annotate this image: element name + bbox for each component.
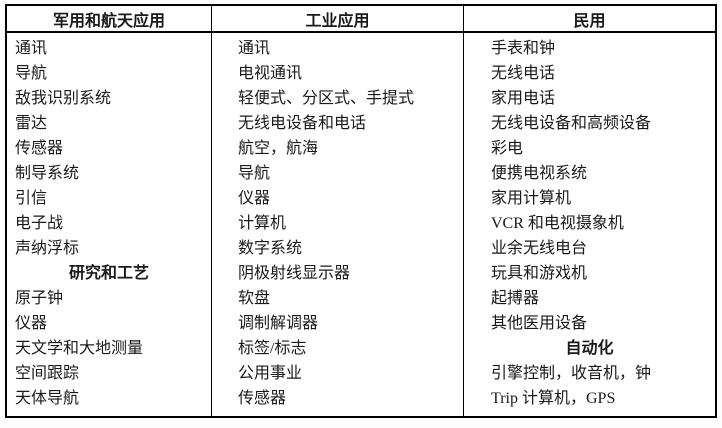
table-cell: 软盘 [238,290,271,308]
column-industrial: 通讯 电视通讯 轻便式、分区式、手提式 无线电设备和电话 航空，航海 导航 仪器… [212,33,464,416]
table-cell: 计算机 [238,214,287,232]
table-cell: 电子战 [15,214,64,232]
table-cell: 标签/标志 [238,340,307,358]
table-cell: 天体导航 [15,390,80,408]
table-cell: 空间跟踪 [15,365,80,383]
table-cell: Trip 计算机，GPS [491,390,616,408]
table-cell: 便携电视系统 [491,164,588,182]
section-subheader-automation: 自动化 [565,340,614,358]
table-cell: 手表和钟 [491,39,556,57]
table-cell: 起搏器 [491,290,540,308]
table-cell: 无线电设备和电话 [238,114,367,132]
table-cell: 公用事业 [238,365,303,383]
table-cell: 家用电话 [491,89,556,107]
table-cell: 仪器 [15,315,48,333]
table-cell: 家用计算机 [491,189,572,207]
table-cell: 调制解调器 [238,315,319,333]
table-cell: 通讯 [15,39,48,57]
table-cell: 通讯 [238,39,271,57]
table-cell: 制导系统 [15,164,80,182]
table-cell: 天文学和大地测量 [15,340,144,358]
table-cell: 传感器 [238,390,287,408]
table-cell: VCR 和电视摄象机 [491,214,624,232]
column-header-military-aerospace: 军用和航天应用 [7,6,212,31]
table-cell: 数字系统 [238,240,303,258]
table-cell: 仪器 [238,189,271,207]
table-header-row: 军用和航天应用 工业应用 民用 [7,6,715,33]
table-cell: 导航 [238,164,271,182]
column-military-aerospace: 通讯 导航 敌我识别系统 雷达 传感器 制导系统 引信 电子战 声纳浮标 研究和… [7,33,212,416]
table-cell: 声纳浮标 [15,240,80,258]
table-cell: 敌我识别系统 [15,89,112,107]
table-cell: 雷达 [15,114,48,132]
table-body: 通讯 导航 敌我识别系统 雷达 传感器 制导系统 引信 电子战 声纳浮标 研究和… [7,33,715,416]
column-header-industrial: 工业应用 [212,6,464,31]
column-civilian: 手表和钟 无线电话 家用电话 无线电设备和高频设备 彩电 便携电视系统 家用计算… [464,33,715,416]
table-cell: 原子钟 [15,290,64,308]
table-cell: 无线电话 [491,64,556,82]
table-cell: 引擎控制，收音机，钟 [491,365,652,383]
column-header-civilian: 民用 [573,12,606,30]
table-cell: 轻便式、分区式、手提式 [238,89,415,107]
table-cell: 电视通讯 [238,64,303,82]
table-cell: 引信 [15,189,48,207]
table-cell: 业余无线电台 [491,240,588,258]
table-cell: 其他医用设备 [491,315,588,333]
table-cell: 无线电设备和高频设备 [491,114,652,132]
table-cell: 传感器 [15,139,64,157]
applications-table: 军用和航天应用 工业应用 民用 通讯 导航 敌我识别系统 雷达 传感器 制导系统… [5,4,717,418]
section-subheader-research: 研究和工艺 [68,265,149,283]
table-cell: 阴极射线显示器 [238,265,351,283]
table-cell: 玩具和游戏机 [491,265,588,283]
table-cell: 航空，航海 [238,139,319,157]
table-cell: 彩电 [491,139,524,157]
table-cell: 导航 [15,64,48,82]
